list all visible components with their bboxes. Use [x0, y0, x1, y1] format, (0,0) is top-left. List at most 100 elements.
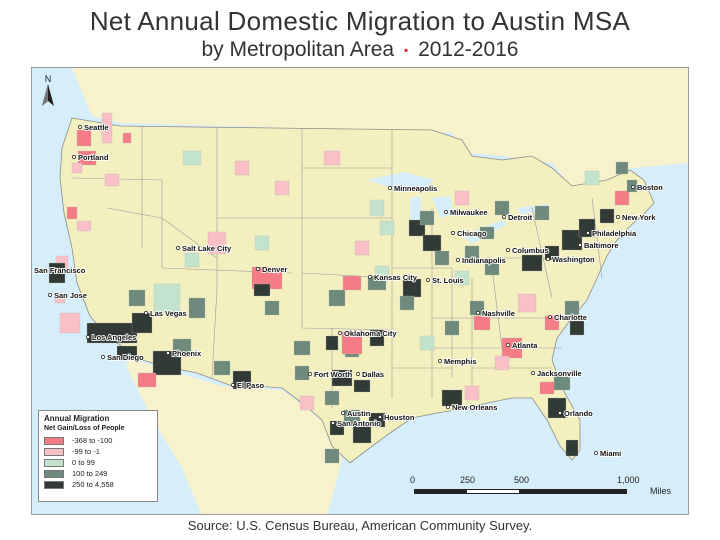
city-marker [506, 248, 510, 252]
legend-title: Annual Migration [44, 414, 110, 423]
metro-area-patch [464, 245, 480, 261]
metro-area-patch [374, 265, 390, 281]
metro-area-patch [324, 448, 340, 464]
city-label: Milwaukee [450, 208, 488, 217]
city-label: Memphis [444, 357, 477, 366]
city-label: Portland [78, 153, 109, 162]
metro-area-patch [564, 300, 580, 316]
city-label: Orlando [564, 409, 593, 418]
city-marker [578, 243, 582, 247]
legend-item: 0 to 99 [44, 457, 152, 468]
metro-area-patch [434, 250, 450, 266]
city-label: Austin [347, 409, 371, 418]
metro-area-patch [341, 331, 363, 355]
north-arrow-icon [42, 84, 54, 106]
city-marker [558, 411, 562, 415]
metro-area-patch [615, 161, 629, 175]
city-marker [476, 311, 480, 315]
subtitle-separator: ▪ [403, 43, 409, 58]
state-border [211, 287, 218, 379]
metro-area-patch [369, 199, 385, 217]
metro-area-patch [479, 226, 495, 240]
state-border [491, 267, 503, 349]
metro-area-patch [104, 173, 120, 187]
city-label: Fort Worth [314, 370, 353, 379]
metro-area-patch [182, 150, 202, 166]
metro-area-patch [76, 220, 92, 232]
canada-region [32, 68, 688, 198]
city-marker [506, 343, 510, 347]
source-note: Source: U.S. Census Bureau, American Com… [187, 518, 533, 533]
city-label: Miami [600, 449, 621, 458]
city-marker [388, 186, 392, 190]
city-label: Columbus [512, 246, 549, 255]
metro-area-patch [517, 293, 537, 313]
metro-area-patch [454, 270, 470, 286]
scale-segment [520, 489, 627, 494]
scale-segment [466, 489, 520, 494]
metro-area-patch [101, 112, 113, 144]
metro-area-patch [48, 262, 66, 284]
city-label: Kansas City [374, 273, 418, 282]
city-label: Oklahoma City [344, 329, 397, 338]
metro-area-patch [599, 208, 615, 224]
city-label: Phoenix [172, 349, 202, 358]
city-marker [426, 278, 430, 282]
city-marker [438, 359, 442, 363]
legend-label: -368 to -100 [72, 436, 113, 445]
metro-area-patch [137, 372, 157, 388]
metro-area-patch [419, 210, 435, 226]
legend-swatch [44, 458, 64, 467]
metro-area-patch [379, 220, 395, 236]
metro-area-patch [469, 300, 485, 316]
city-marker [356, 372, 360, 376]
metro-area-patch [232, 370, 252, 390]
metro-area-patch [473, 315, 491, 331]
metro-area-patch [274, 180, 290, 196]
scale-tick: 0 [410, 475, 416, 485]
city-label: Atlanta [512, 341, 538, 350]
city-label: Washington [552, 255, 595, 264]
metro-area-patch [76, 129, 92, 147]
north-label: N [44, 74, 52, 84]
legend-swatch [44, 447, 64, 456]
legend-subtitle: Net Gain/Loss of People [44, 425, 125, 432]
metro-area-patch [122, 132, 132, 144]
city-label: Dallas [362, 370, 384, 379]
legend-label: -99 to -1 [72, 447, 100, 456]
city-label: St. Louis [432, 276, 464, 285]
city-marker [502, 215, 506, 219]
city-marker [594, 451, 598, 455]
scale-bar: 0 250 500 1,000 Miles [410, 473, 682, 503]
city-marker [548, 315, 552, 319]
metro-area-patch [521, 254, 543, 272]
metro-area-patch [77, 150, 97, 166]
metro-area-patch [172, 338, 192, 358]
city-label: Nashville [482, 309, 515, 318]
scale-tick: 250 [460, 475, 476, 485]
metro-area-patch [59, 312, 81, 334]
city-label: San Antonio [337, 419, 381, 428]
city-label: San Francisco [34, 266, 86, 275]
city-marker [256, 267, 260, 271]
metro-area-patch [328, 289, 346, 307]
metro-area-patch [441, 389, 463, 407]
metro-area-patch [544, 315, 560, 331]
metro-area-patch [207, 231, 227, 255]
legend-item: 250 to 4,558 [44, 479, 152, 490]
metro-area-patch [354, 240, 370, 256]
city-marker [166, 351, 170, 355]
metro-area-patch [399, 295, 415, 311]
metro-area-patch [561, 229, 583, 251]
city-label: Minneapolis [394, 184, 437, 193]
city-marker [48, 293, 52, 297]
metro-area-patch [264, 300, 280, 316]
city-marker [308, 372, 312, 376]
city-marker [331, 421, 335, 425]
city-label: San Jose [54, 291, 87, 300]
city-marker [456, 258, 460, 262]
metro-area-patch [128, 289, 146, 307]
metro-area-patch [254, 235, 270, 251]
mexico-region [127, 358, 342, 514]
city-marker [586, 231, 590, 235]
